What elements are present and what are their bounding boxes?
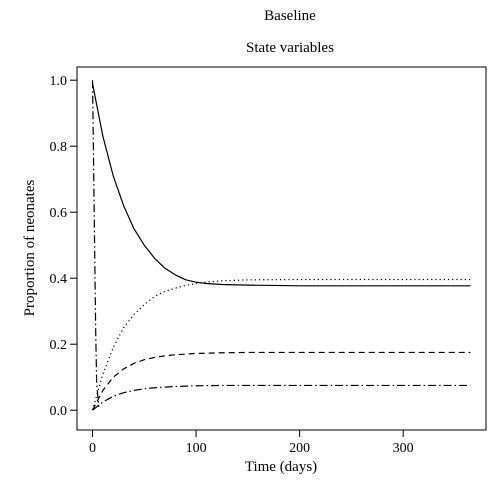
series-line-solid: [91, 83, 471, 287]
y-tick-label: 0.0: [50, 404, 68, 419]
y-axis-label: Proportion of neonates: [22, 180, 38, 317]
plot-frame: [76, 66, 487, 431]
x-tick-label: 100: [186, 441, 207, 456]
series-line-dotted: [91, 278, 471, 411]
series-line-dashed: [91, 351, 471, 411]
y-tick-label: 0.2: [50, 338, 68, 353]
chart-subtitle: State variables: [246, 40, 334, 56]
y-tick-label: 1.0: [50, 74, 68, 89]
series-line-dashdot-vertical: [91, 80, 100, 407]
series-line-dashdot: [92, 384, 471, 411]
chart-title: Baseline: [264, 8, 316, 24]
x-axis: 0 100 200 300: [89, 430, 414, 456]
x-axis-label: Time (days): [245, 459, 317, 475]
y-tick-label: 0.4: [50, 272, 68, 287]
y-axis: 0.0 0.2 0.4 0.6 0.8 1.0: [50, 74, 77, 419]
y-tick-label: 0.6: [50, 206, 68, 221]
y-tick-label: 0.8: [50, 140, 68, 155]
x-tick-label: 300: [393, 441, 414, 456]
series-group: [91, 80, 471, 411]
x-tick-label: 0: [89, 441, 96, 456]
x-tick-label: 200: [289, 441, 310, 456]
